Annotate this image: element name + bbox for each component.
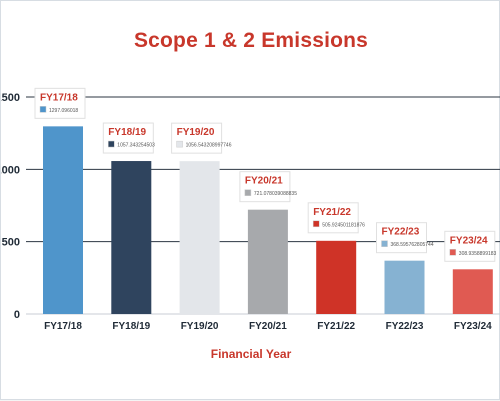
bar bbox=[111, 161, 152, 314]
data-label-category: FY23/24 bbox=[450, 235, 488, 246]
bar bbox=[384, 260, 425, 314]
data-label-swatch bbox=[244, 189, 252, 196]
bar bbox=[43, 126, 83, 314]
data-label-category: FY22/23 bbox=[382, 227, 420, 238]
data-label-category: FY17/18 bbox=[40, 92, 78, 103]
data-label-swatch bbox=[312, 220, 320, 228]
data-label-value: 1057.343254503 bbox=[117, 143, 155, 149]
x-tick-label: FY20/21 bbox=[249, 321, 287, 332]
data-label-value: 721.078039088835 bbox=[254, 191, 297, 197]
data-label-box bbox=[307, 202, 359, 234]
data-label-value: 368.595762805744 bbox=[391, 242, 434, 248]
x-axis-title: Financial Year bbox=[210, 347, 292, 361]
data-label-box bbox=[376, 222, 427, 254]
data-label-category: FY19/20 bbox=[177, 127, 215, 138]
data-label-box bbox=[102, 122, 154, 154]
data-label-value: 308.9358899183 bbox=[459, 251, 497, 257]
data-label-box bbox=[34, 87, 86, 119]
data-label-value: 505.924501181876 bbox=[322, 222, 365, 228]
chart-title: Scope 1 & 2 Emissions bbox=[133, 29, 369, 52]
data-label-category: FY21/22 bbox=[313, 207, 351, 218]
data-label-swatch bbox=[108, 140, 115, 148]
data-label-box bbox=[171, 122, 223, 154]
y-tick-label: 1500 bbox=[1, 92, 20, 104]
data-label-swatch bbox=[176, 140, 183, 148]
x-tick-label: FY23/24 bbox=[454, 321, 492, 332]
data-label-category: FY20/21 bbox=[245, 176, 283, 187]
data-label-box bbox=[444, 230, 496, 262]
bar bbox=[452, 269, 493, 314]
bar bbox=[179, 161, 220, 314]
y-tick-label: 1000 bbox=[1, 164, 20, 176]
data-label-swatch bbox=[449, 249, 457, 256]
data-label-value: 1056.543208997746 bbox=[186, 143, 232, 149]
x-tick-label: FY22/23 bbox=[386, 321, 424, 332]
x-tick-label: FY19/20 bbox=[181, 321, 219, 332]
bar bbox=[247, 209, 288, 314]
data-label-category: FY18/19 bbox=[108, 127, 146, 138]
data-label-swatch bbox=[381, 240, 388, 247]
y-tick-label: 0 bbox=[14, 309, 20, 321]
x-tick-label: FY18/19 bbox=[112, 321, 150, 332]
x-tick-label: FY17/18 bbox=[44, 321, 82, 332]
data-label-value: 1297.096018 bbox=[49, 108, 78, 114]
x-tick-label: FY21/22 bbox=[317, 321, 355, 332]
bar bbox=[316, 240, 357, 314]
data-label-box bbox=[239, 171, 291, 203]
data-label-swatch bbox=[39, 106, 47, 113]
y-tick-label: 500 bbox=[2, 237, 20, 249]
